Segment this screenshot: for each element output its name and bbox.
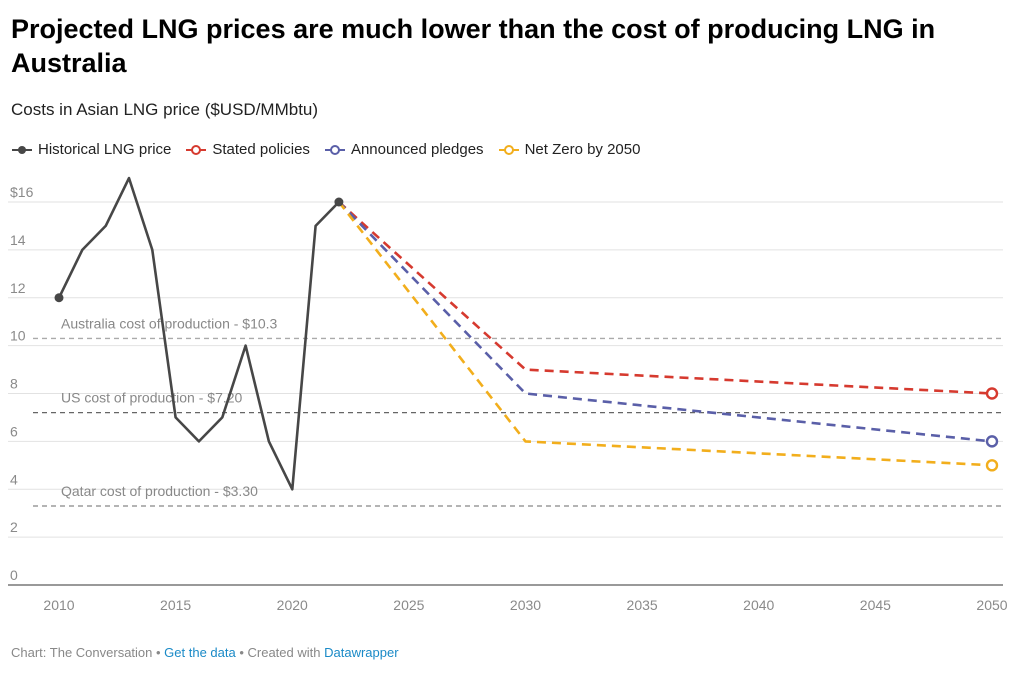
chart-subtitle: Costs in Asian LNG price ($USD/MMbtu) (11, 100, 319, 119)
get-the-data-link[interactable]: Get the data (164, 645, 236, 660)
point-stated-policies-2050 (985, 387, 999, 400)
y-tick-label-0: 0 (10, 567, 18, 583)
legend-swatch-icon (12, 145, 32, 154)
y-tick-label-2: 2 (10, 519, 18, 535)
reference-lines: Australia cost of production - $10.3 US c… (33, 315, 1003, 507)
reference-label-australia-cost-of-production-10-3: Australia cost of production - $10.3 (61, 315, 278, 331)
series-markers (54, 197, 999, 472)
footer-separator: • (152, 645, 165, 660)
x-tick-label-2040: 2040 (743, 597, 774, 613)
footer-created-with: • Created with (235, 645, 325, 660)
reference-label-qatar-cost-of-production-3-30: Qatar cost of production - $3.30 (61, 483, 258, 499)
y-tick-label-12: 12 (10, 280, 26, 296)
legend-item-announced-pledges: Announced pledges (324, 141, 484, 158)
x-tick-label-2020: 2020 (277, 597, 308, 613)
legend-label: Net Zero by 2050 (524, 141, 641, 158)
x-tick-label-2010: 2010 (43, 597, 74, 613)
y-tick-label-4: 4 (10, 471, 18, 487)
y-tick-label-14: 14 (10, 232, 26, 248)
chart-footer: Chart: The Conversation • Get the data •… (11, 645, 399, 660)
legend-item-stated-policies: Stated policies (185, 141, 310, 158)
point-net-zero-by-2050-2050 (985, 459, 999, 472)
x-tick-label-2015: 2015 (160, 597, 191, 613)
x-tick-label-2030: 2030 (510, 597, 541, 613)
y-tick-label-8: 8 (10, 376, 18, 392)
series-line-announced-pledges (337, 201, 993, 443)
series-line-historical-lng-price (57, 176, 341, 491)
point-historical-lng-price-2010 (54, 293, 64, 303)
series-line-stated-policies (338, 201, 993, 395)
legend-label: Stated policies (212, 141, 310, 158)
reference-label-us-cost-of-production-7-20: US cost of production - $7.20 (61, 390, 243, 406)
legend-item-net-zero-by-2050: Net Zero by 2050 (498, 141, 641, 158)
x-tick-label-2050: 2050 (976, 597, 1007, 613)
y-tick-label-6: 6 (10, 423, 18, 439)
point-historical-lng-price-2022 (334, 197, 344, 207)
grid-lines (8, 201, 1003, 538)
series-lines (57, 176, 993, 491)
chart-title: Projected LNG prices are much lower than… (11, 14, 936, 78)
y-tick-label-16: $16 (10, 184, 34, 200)
axes: 0 2 4 6 8 10 12 14 $16 2010 2015 2020 2025 2030 2035 20… (8, 184, 1008, 613)
y-tick-label-10: 10 (10, 328, 26, 344)
series-line-net-zero-by-2050 (337, 201, 993, 467)
datawrapper-link[interactable]: Datawrapper (324, 645, 399, 660)
legend-label: Announced pledges (350, 141, 484, 158)
x-tick-label-2025: 2025 (393, 597, 424, 613)
legend-label: Historical LNG price (38, 141, 172, 158)
line-chart: Australia cost of production - $10.3 US c… (8, 176, 1008, 613)
x-tick-label-2035: 2035 (627, 597, 658, 613)
legend-swatch-icon (498, 144, 519, 155)
legend-item-historical-lng-price: Historical LNG price (11, 141, 171, 158)
x-tick-label-2045: 2045 (860, 597, 891, 613)
footer-source: Chart: The Conversation (11, 645, 153, 660)
legend-swatch-icon (186, 144, 207, 155)
legend-swatch-icon (324, 144, 345, 155)
legend: Historical LNG price Stated policies Annou… (11, 141, 654, 158)
point-announced-pledges-2050 (985, 435, 999, 448)
